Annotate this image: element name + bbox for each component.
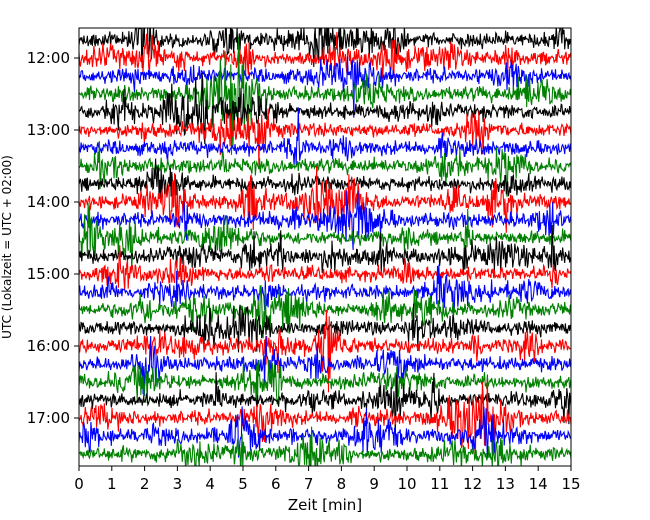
trace-line: [79, 36, 571, 155]
trace-line: [79, 309, 571, 393]
plot-frame: [78, 27, 572, 467]
x-axis: 0 1 2 3 4 5 6 7 8 9 10 11 12 13 14 15: [74, 466, 581, 493]
x-tick-label: 14: [529, 475, 548, 493]
y-axis-label: UTC (Lokalzeit = UTC + 02:00): [0, 155, 14, 339]
trace-line: [79, 203, 571, 271]
x-tick-label: 4: [205, 475, 215, 493]
trace-line: [79, 303, 571, 353]
trace-line: [79, 166, 571, 233]
y-tick-label: 15:00: [27, 265, 70, 283]
trace-line: [79, 335, 571, 396]
trace-line: [79, 359, 571, 408]
x-tick-label: 11: [430, 475, 449, 493]
y-tick-label: 12:00: [27, 49, 70, 67]
trace-line: [79, 245, 571, 291]
x-tick-label: 2: [140, 475, 150, 493]
trace-line: [79, 107, 571, 166]
trace-line: [79, 372, 571, 434]
trace-line: [79, 426, 571, 466]
trace-line: [79, 284, 571, 339]
trace-line: [79, 224, 571, 274]
y-tick-label: 13:00: [27, 121, 70, 139]
x-tick-label: 5: [238, 475, 248, 493]
x-tick-label: 9: [369, 475, 379, 493]
y-tick-label: 14:00: [27, 193, 70, 211]
trace-line: [79, 31, 571, 79]
trace-line: [79, 158, 571, 199]
x-tick-label: 10: [397, 475, 416, 493]
x-tick-label: 3: [173, 475, 183, 493]
trace-line: [79, 264, 571, 311]
x-tick-label: 15: [561, 475, 580, 493]
x-tick-label: 0: [74, 475, 84, 493]
trace-line: [79, 108, 571, 170]
x-tick-label: 8: [337, 475, 347, 493]
x-tick-label: 7: [304, 475, 314, 493]
y-axis: 12:00 13:00 14:00 15:00 16:00 17:00: [27, 49, 79, 427]
x-tick-label: 1: [107, 475, 117, 493]
x-axis-label: Zeit [min]: [288, 496, 362, 514]
x-tick-label: 13: [496, 475, 515, 493]
y-tick-label: 17:00: [27, 409, 70, 427]
x-tick-label: 12: [463, 475, 482, 493]
trace-line: [79, 190, 571, 251]
y-tick-label: 16:00: [27, 337, 70, 355]
trace-line: [79, 56, 571, 118]
trace-line: [79, 28, 571, 69]
trace-line: [79, 406, 571, 459]
trace-line: [79, 141, 571, 197]
trace-line: [79, 73, 571, 145]
trace-line: [79, 378, 571, 459]
seismic-traces: [79, 28, 571, 466]
x-tick-label: 6: [271, 475, 281, 493]
